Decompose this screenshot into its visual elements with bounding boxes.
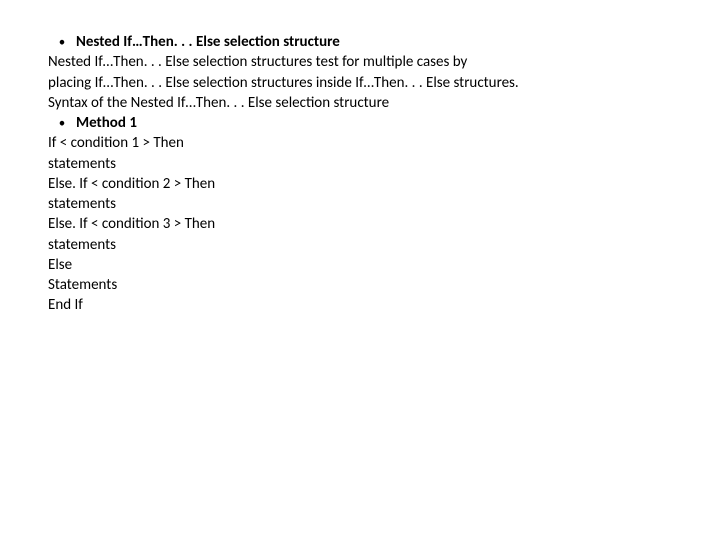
bullet-heading-2: Method 1 [76, 113, 672, 133]
bullet-heading-1: Nested If…Then. . . Else selection struc… [76, 32, 672, 52]
code-line: Else. If < condition 3 > Then [48, 214, 672, 234]
code-line: Else. If < condition 2 > Then [48, 174, 672, 194]
body-text-line: Syntax of the Nested If…Then. . . Else s… [48, 93, 672, 113]
code-line: Statements [48, 275, 672, 295]
bullet-item-1: • Nested If…Then. . . Else selection str… [48, 32, 672, 52]
code-line: Else [48, 255, 672, 275]
bullet-item-2: • Method 1 [48, 113, 672, 133]
code-line: statements [48, 235, 672, 255]
code-line: statements [48, 194, 672, 214]
code-line: If < condition 1 > Then [48, 133, 672, 153]
bullet-marker: • [48, 32, 76, 52]
body-text-line: Nested If…Then. . . Else selection struc… [48, 52, 672, 72]
code-line: End If [48, 295, 672, 315]
body-text-line: placing If…Then. . . Else selection stru… [48, 73, 672, 93]
slide-content: • Nested If…Then. . . Else selection str… [48, 32, 672, 316]
bullet-marker: • [48, 113, 76, 133]
code-line: statements [48, 154, 672, 174]
